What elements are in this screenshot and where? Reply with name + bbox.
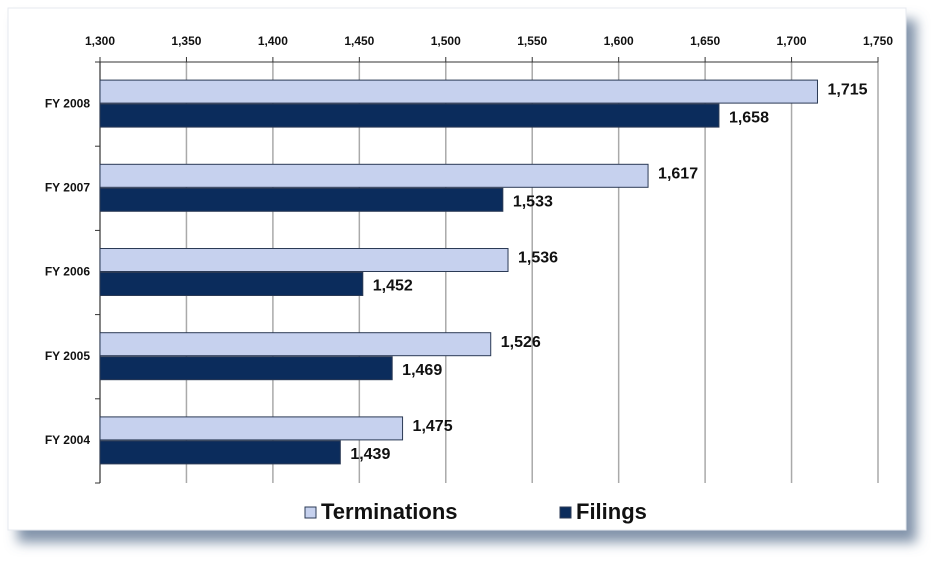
data-label: 1,526 <box>501 334 541 351</box>
bar <box>99 248 509 272</box>
bar <box>99 103 720 128</box>
legend-swatch <box>559 506 572 519</box>
bar <box>99 356 393 381</box>
y-tick-label: FY 2007 <box>45 180 90 194</box>
data-label: 1,658 <box>729 109 769 126</box>
data-label: 1,469 <box>402 362 442 379</box>
bar <box>99 187 504 212</box>
x-tick-label: 1,450 <box>344 34 374 48</box>
data-label: 1,452 <box>373 278 413 295</box>
bar <box>99 332 492 357</box>
data-label: 1,617 <box>658 166 698 183</box>
x-tick-label: 1,550 <box>517 34 547 48</box>
x-tick-label: 1,500 <box>431 34 461 48</box>
legend-swatch <box>304 506 317 519</box>
y-tick-label: FY 2006 <box>45 265 90 279</box>
data-label: 1,536 <box>518 250 558 267</box>
x-tick-label: 1,750 <box>863 34 893 48</box>
y-tick-label: FY 2004 <box>45 433 90 447</box>
bar <box>99 272 364 296</box>
data-label: 1,715 <box>827 81 867 98</box>
bar <box>99 163 649 188</box>
data-label: 1,439 <box>350 446 390 463</box>
x-tick-label: 1,300 <box>85 34 115 48</box>
data-label: 1,475 <box>413 418 453 435</box>
y-tick-label: FY 2005 <box>45 349 90 363</box>
x-tick-label: 1,350 <box>171 34 201 48</box>
bar <box>99 416 404 441</box>
data-label: 1,533 <box>513 194 553 211</box>
x-tick-label: 1,700 <box>777 34 807 48</box>
bar <box>99 440 341 465</box>
legend-label: Filings <box>576 499 647 524</box>
legend-label: Terminations <box>321 499 458 524</box>
bar <box>99 79 818 104</box>
x-tick-label: 1,400 <box>258 34 288 48</box>
x-tick-label: 1,600 <box>604 34 634 48</box>
y-tick-label: FY 2008 <box>45 96 90 110</box>
x-tick-label: 1,650 <box>690 34 720 48</box>
